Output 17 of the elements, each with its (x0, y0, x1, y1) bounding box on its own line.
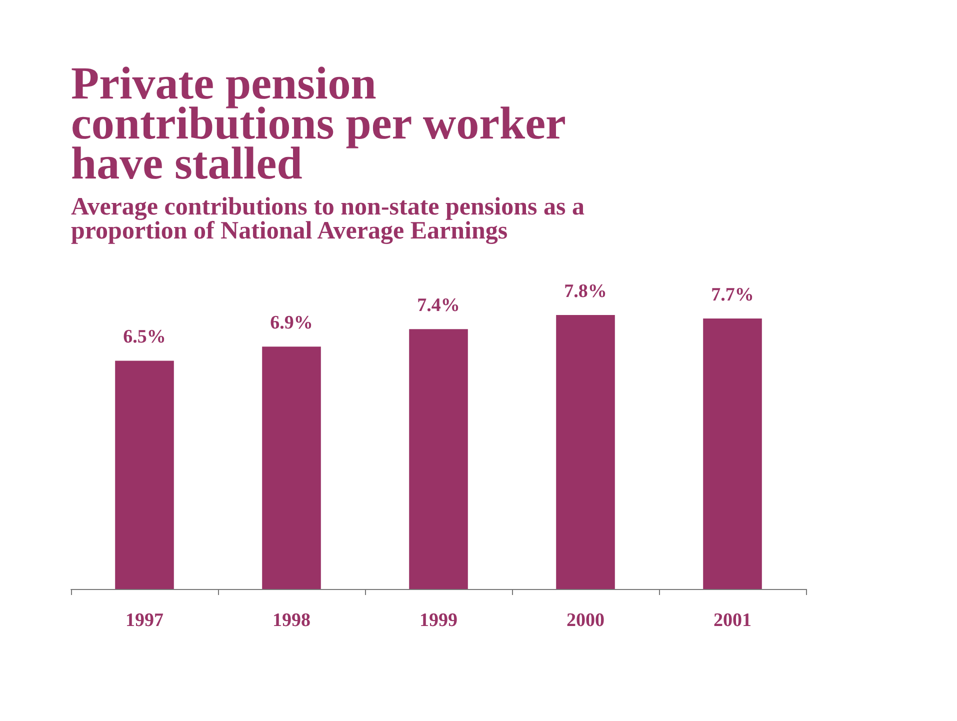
x-tick-label: 2000 (566, 610, 604, 631)
data-label: 6.9% (270, 312, 313, 334)
bar (262, 346, 321, 589)
x-tick-label: 1998 (272, 610, 310, 631)
chart-subtitle: Average contributions to non-state pensions as a proportion of National Average Earnings (71, 194, 585, 244)
bar (703, 318, 762, 589)
bar (115, 360, 174, 589)
x-tick-label: 1997 (126, 610, 164, 631)
data-label: 7.7% (711, 284, 754, 306)
bar (556, 315, 615, 589)
data-label: 7.8% (564, 281, 607, 302)
x-tick-label: 1999 (420, 610, 458, 631)
data-label: 6.5% (123, 326, 166, 348)
data-label: 7.4% (417, 295, 460, 316)
x-tick-label: 2001 (714, 610, 752, 631)
bar (409, 329, 468, 589)
chart-title: Private pension contributions per worker have stalled (71, 58, 566, 188)
